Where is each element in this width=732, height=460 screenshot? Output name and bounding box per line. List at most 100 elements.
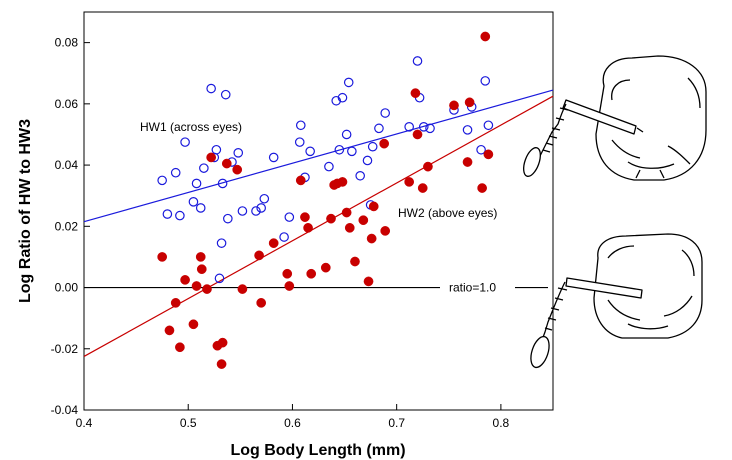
data-point-hw2 [366,233,377,244]
data-point-hw2 [170,297,181,308]
data-point-hw1 [476,144,486,155]
data-point-hw1 [223,213,233,224]
series-hw1-points [157,56,494,284]
data-point-hw2 [175,342,185,353]
y-tick-label: -0.02 [51,342,79,356]
data-point-hw2 [180,275,190,285]
data-point-hw1 [268,152,279,163]
data-point-hw2 [363,276,374,287]
data-point-hw1 [237,206,248,216]
data-point-hw1 [259,193,270,204]
data-point-hw1 [199,163,209,173]
data-point-hw1 [284,212,295,222]
data-point-hw1 [425,123,435,134]
data-point-hw2 [256,297,267,308]
data-point-hw1 [324,161,334,172]
data-point-hw2 [300,212,310,222]
data-point-hw2 [216,359,227,369]
ant-head-above-eyes-icon [530,233,703,369]
data-point-hw1 [355,170,365,181]
series-hw2-points [157,31,494,369]
data-point-hw1 [341,129,352,140]
data-point-hw2 [306,268,317,279]
data-point-hw1 [412,56,423,66]
data-point-hw2 [237,284,248,294]
data-point-hw2 [191,281,202,291]
data-point-hw2 [284,281,295,291]
x-tick-label: 0.6 [284,416,301,430]
annotation-hw1: HW1 (across eyes) [140,120,242,134]
data-point-hw2 [295,175,306,186]
y-tick-label: -0.04 [51,403,79,417]
data-point-hw1 [206,83,216,94]
data-point-hw2 [196,264,207,275]
data-point-hw2 [221,158,232,169]
data-point-hw2 [350,256,360,267]
data-point-hw2 [188,319,199,330]
data-point-hw1 [343,77,354,88]
data-point-hw2 [217,337,228,348]
annotation-hw2: HW2 (above eyes) [398,206,497,220]
data-point-hw2 [164,325,175,336]
data-point-hw1 [334,144,345,155]
data-point-hw2 [358,215,369,226]
data-point-hw2 [157,252,168,262]
data-point-hw2 [477,183,487,193]
trend-line-hw2 [83,95,554,357]
data-point-hw1 [294,137,305,147]
data-point-hw2 [483,149,494,160]
y-axis-title: Log Ratio of HW to HW3 [17,119,34,303]
data-point-hw1 [331,95,342,106]
data-point-hw2 [303,222,313,233]
data-point-hw1 [374,123,384,134]
data-point-hw1 [483,120,494,131]
ant-head-across-eyes-icon [523,55,707,181]
data-point-hw1 [216,238,227,248]
data-point-hw1 [462,125,473,135]
data-point-hw2 [344,222,355,233]
plot-frame [83,11,554,411]
data-point-hw1 [191,178,202,189]
data-point-hw1 [220,89,231,100]
data-point-hw1 [214,273,225,284]
x-axis-title: Log Body Length (mm) [230,442,405,459]
data-point-hw2 [412,129,423,140]
data-point-hw2 [423,161,433,172]
data-point-hw2 [368,201,379,212]
data-point-hw1 [162,209,173,219]
data-point-hw1 [480,76,491,86]
data-point-hw1 [188,197,199,207]
data-point-hw2 [320,262,331,273]
data-point-hw2 [254,250,264,261]
x-tick-label: 0.7 [388,416,405,430]
data-point-hw1 [256,203,266,213]
data-point-hw2 [202,284,212,294]
data-point-hw2 [206,152,217,163]
data-point-hw2 [268,238,279,248]
data-point-hw1 [279,232,289,242]
data-point-hw2 [462,157,473,167]
data-point-hw2 [282,268,293,279]
data-point-hw1 [347,146,357,157]
reference-line-label: ratio=1.0 [449,281,496,295]
data-point-hw2 [449,100,459,111]
y-tick-label: 0.00 [55,281,79,295]
data-point-hw1 [170,167,181,178]
data-point-hw2 [326,213,336,224]
data-point-hw2 [404,177,415,187]
axis-ticks [83,42,502,411]
y-tick-label: 0.02 [55,219,79,233]
data-point-hw2 [232,164,243,175]
data-point-hw1 [195,203,206,213]
data-point-hw1 [362,155,373,166]
data-point-hw1 [418,122,429,132]
data-point-hw1 [337,92,348,103]
data-point-hw2 [480,31,491,42]
data-point-hw2 [410,88,421,98]
x-tick-labels: 0.4 0.5 0.6 0.7 0.8 [76,416,510,430]
data-point-hw2 [341,207,352,218]
data-point-hw1 [211,144,222,155]
data-point-hw1 [157,175,167,186]
data-point-hw1 [175,210,185,221]
data-point-hw1 [233,148,244,158]
